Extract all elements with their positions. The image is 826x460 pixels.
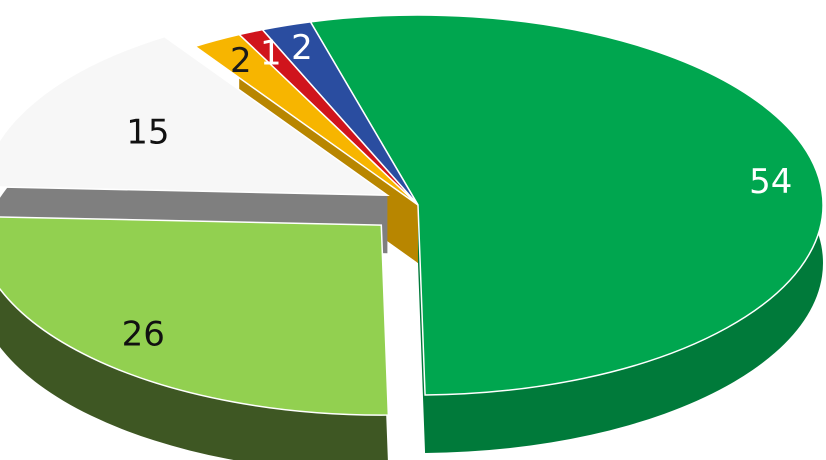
pie-label-1: 2 [291,28,313,68]
pie-slice-0 [309,14,824,396]
pie-label-3: 2 [230,41,252,81]
pie-slice-3 [193,33,419,206]
pie-label-2: 1 [260,34,282,74]
pie-tops [0,14,824,416]
pie-slice-4 [0,35,390,197]
pie-label-5: 26 [122,315,165,355]
pie-label-4: 15 [126,112,169,152]
pie-labels: 54 212 15 26 [122,28,793,355]
pie-slice-5 [0,216,390,416]
pie-label-0: 54 [749,162,792,202]
